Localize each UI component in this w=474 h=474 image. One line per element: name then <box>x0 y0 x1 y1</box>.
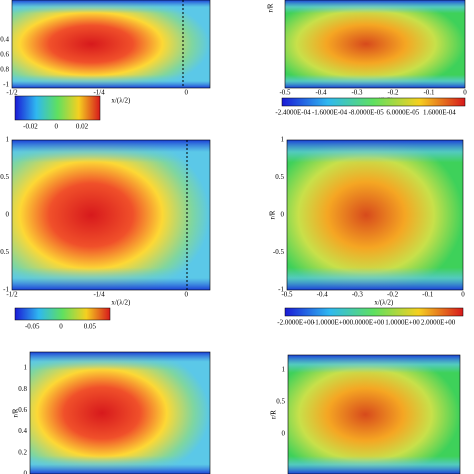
colorbar-label: 6.0000E-05 <box>386 109 419 117</box>
contour-edge <box>12 140 210 290</box>
colorbar <box>14 307 111 321</box>
colorbar-label: 1.6000E-04 <box>423 109 456 117</box>
y-tick-label: -0.8 <box>0 66 9 74</box>
colorbar-label: 0.05 <box>84 323 97 331</box>
colorbar-label: 0 <box>54 123 58 131</box>
colorbar-label: 2.0000E+00 <box>421 319 456 327</box>
y-tick-label: 0.2 <box>18 448 27 456</box>
x-axis-label: x/(λ/2) <box>111 299 131 307</box>
y-tick-label: -0.5 <box>273 248 285 256</box>
colorbar <box>281 97 466 107</box>
colorbar-label: -1.6000E-04 <box>312 109 348 117</box>
plot-frame <box>11 0 211 89</box>
y-tick-label: -1 <box>3 81 9 89</box>
plot-frame <box>11 139 211 291</box>
y-tick-label: 0 <box>6 211 10 219</box>
x-tick-label: -1/4 <box>93 89 105 97</box>
x-tick-label: 0 <box>463 89 467 97</box>
x-axis-label: x/(λ/2) <box>374 299 394 307</box>
y-tick-label: 0.4 <box>18 427 27 435</box>
y-tick-label: -1 <box>3 286 9 294</box>
colorbar-label: -0.02 <box>23 123 38 131</box>
colorbar <box>284 307 464 317</box>
x-axis-label: x/(λ/2) <box>111 97 131 105</box>
y-axis-label: r/R <box>270 410 278 419</box>
colorbar-label: -2.0000E+00 <box>277 319 314 327</box>
y-tick-label: 1 <box>282 366 286 374</box>
contour-edge <box>30 352 210 474</box>
plot-frame <box>284 0 466 89</box>
y-tick-label: 0.5 <box>0 173 9 181</box>
plot-frame <box>287 354 461 474</box>
y-tick-label: -0.6 <box>0 51 9 59</box>
y-tick-label: 0 <box>282 430 286 438</box>
colorbar-label: -8.0000E-05 <box>349 109 385 117</box>
y-axis-label: r/R <box>269 210 277 219</box>
y-tick-label: 0.5 <box>275 173 284 181</box>
y-tick-label: 1 <box>24 364 28 372</box>
y-tick-label: 0.5 <box>276 398 285 406</box>
colorbar-label: 0 <box>59 323 63 331</box>
y-axis-label: r/R <box>267 3 275 12</box>
colorbar-label: -1.0000E+00 <box>313 319 350 327</box>
y-tick-label: 0 <box>24 470 28 474</box>
x-tick-label: -0.2 <box>387 291 399 299</box>
x-tick-label: -0.1 <box>423 89 435 97</box>
x-tick-label: -0.5 <box>279 89 291 97</box>
colorbar <box>14 95 101 121</box>
x-tick-label: -0.4 <box>315 89 327 97</box>
contour-edge <box>285 0 465 88</box>
y-tick-label: 0.8 <box>18 385 27 393</box>
x-tick-label: -1/2 <box>6 291 18 299</box>
x-tick-label: 0 <box>184 89 188 97</box>
contour-edge <box>288 355 460 474</box>
colorbar-label: 1.0000E+00 <box>385 319 420 327</box>
x-tick-label: 0 <box>184 291 188 299</box>
y-tick-label: -0.4 <box>0 36 9 44</box>
fields <box>12 0 465 474</box>
y-tick-label: -0.5 <box>0 248 9 256</box>
x-tick-label: -0.2 <box>387 89 399 97</box>
x-tick-label: -1/2 <box>6 89 18 97</box>
x-tick-label: -0.4 <box>317 291 329 299</box>
x-tick-label: 0 <box>461 291 465 299</box>
x-tick-label: -1/4 <box>93 291 105 299</box>
x-tick-label: -0.1 <box>422 291 434 299</box>
y-tick-label: 1 <box>281 136 285 144</box>
y-tick-label: 0.6 <box>18 406 27 414</box>
colorbar-label: 0.0000E+00 <box>350 319 385 327</box>
plot-frame <box>29 351 211 474</box>
x-tick-label: -0.5 <box>281 291 293 299</box>
contour-edge <box>287 140 463 290</box>
y-axis-label: r/R <box>12 408 20 417</box>
y-tick-label: 0 <box>281 211 285 219</box>
contour-edge <box>12 0 210 88</box>
y-tick-label: 1 <box>6 136 10 144</box>
x-tick-label: -0.3 <box>352 291 364 299</box>
colorbar-label: 0.02 <box>76 123 89 131</box>
plot-frame <box>286 139 464 291</box>
x-tick-label: -0.3 <box>351 89 363 97</box>
y-tick-label: -1 <box>278 286 284 294</box>
colorbar-label: -2.4000E-04 <box>275 109 311 117</box>
colorbar-label: -0.05 <box>25 323 40 331</box>
